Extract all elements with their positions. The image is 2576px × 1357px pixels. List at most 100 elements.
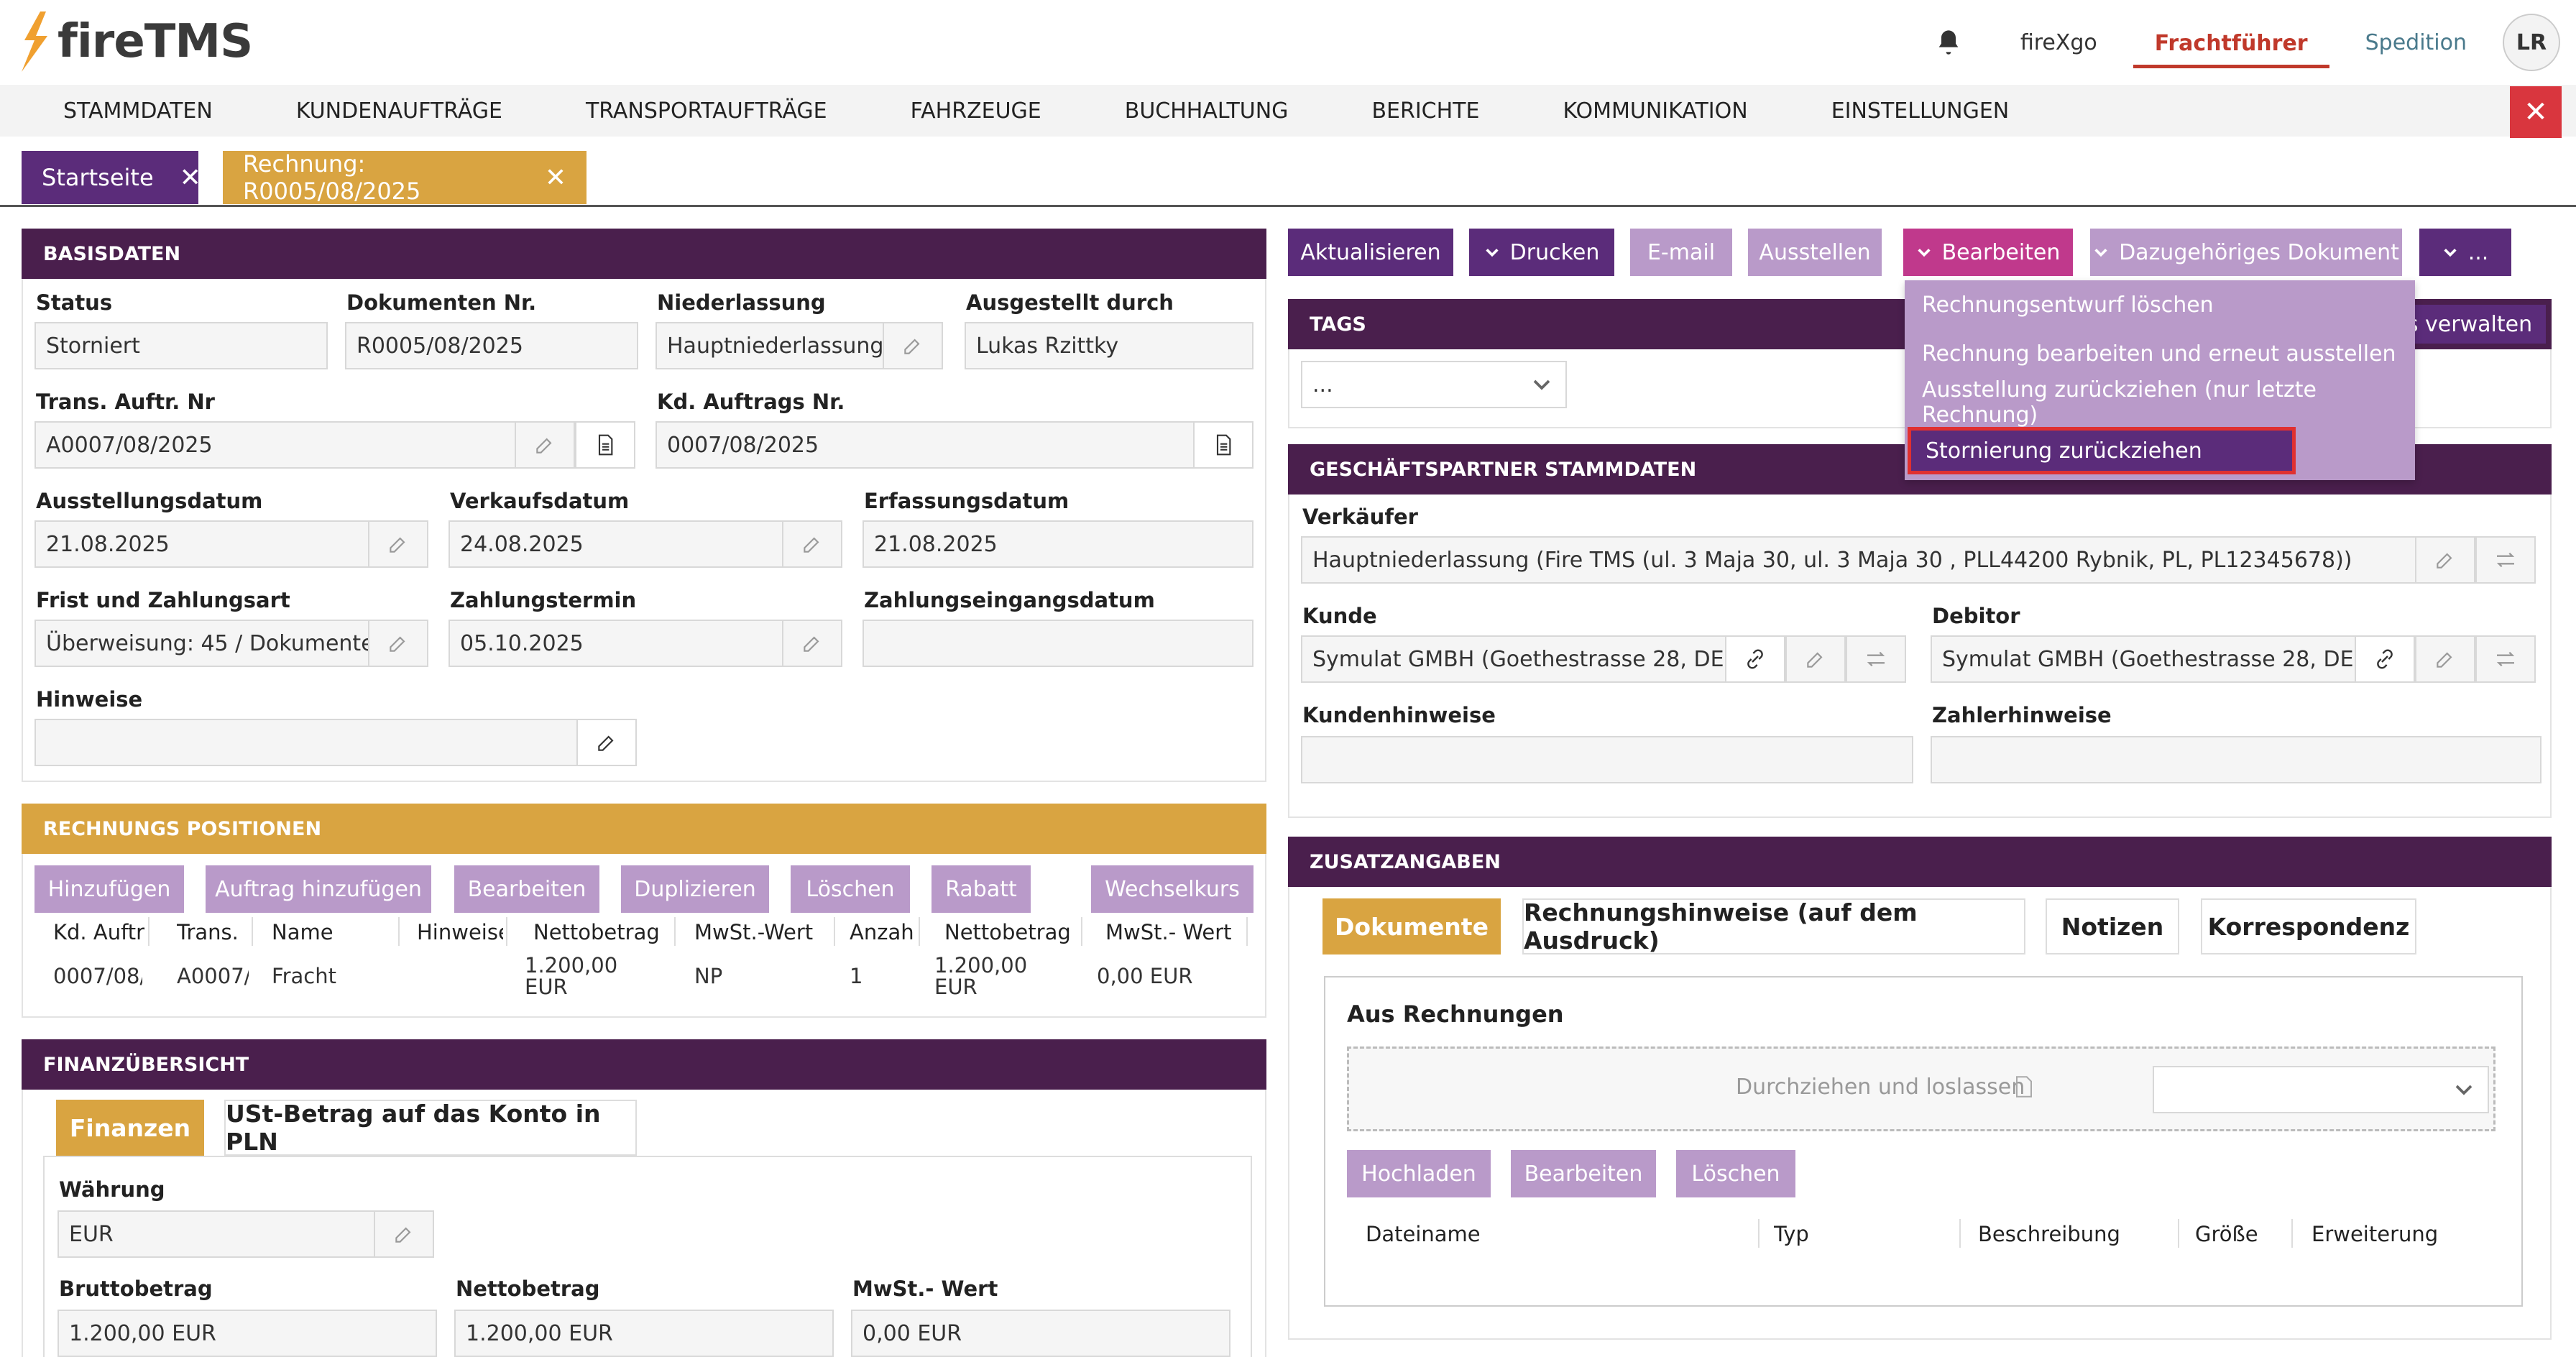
col-mwst-wert-2[interactable]: MwSt.- Wert — [1105, 920, 1232, 944]
tab-korrespondenz[interactable]: Korrespondenz — [2201, 898, 2416, 954]
col-typ[interactable]: Typ — [1774, 1222, 1809, 1246]
nav-buchhaltung[interactable]: BUCHHALTUNG — [1124, 98, 1289, 124]
edit-icon[interactable] — [368, 620, 428, 667]
tab-rechnung[interactable]: Rechnung: R0005/08/2025 ✕ — [223, 150, 586, 205]
email-button[interactable]: E-mail — [1630, 229, 1732, 276]
nav-berichte[interactable]: BERICHTE — [1371, 98, 1480, 124]
delete-button[interactable]: Löschen — [791, 865, 910, 913]
hinweise-field[interactable] — [34, 719, 578, 766]
print-button[interactable]: Drucken — [1469, 229, 1614, 276]
nav-fahrzeuge[interactable]: FAHRZEUGE — [910, 98, 1041, 124]
avatar[interactable]: LR — [2503, 14, 2560, 71]
add-order-button[interactable]: Auftrag hinzufügen — [206, 865, 431, 913]
col-groesse[interactable]: Größe — [2195, 1222, 2258, 1246]
edit-icon[interactable] — [368, 520, 428, 568]
zahlerhinweise-field[interactable] — [1931, 736, 2542, 783]
tab-finanzen[interactable]: Finanzen — [56, 1100, 204, 1156]
verkaeufer-field[interactable]: Hauptniederlassung (Fire TMS (ul. 3 Maja… — [1301, 536, 2416, 584]
edit-icon[interactable] — [515, 421, 575, 469]
document-edit-button[interactable]: Bearbeiten — [1511, 1150, 1656, 1197]
swap-icon[interactable] — [2475, 635, 2536, 683]
nav-kundenauftraege[interactable]: KUNDENAUFTRÄGE — [295, 98, 502, 124]
nav-transportauftraege[interactable]: TRANSPORTAUFTRÄGE — [585, 98, 827, 124]
mwst-field[interactable]: 0,00 EUR — [851, 1310, 1230, 1357]
col-kd-auftrag[interactable]: Kd. Auftrag — [53, 920, 145, 944]
trans-field[interactable]: A0007/08/2025 — [34, 421, 516, 469]
kundenhinweise-field[interactable] — [1301, 736, 1913, 783]
tab-ust-betrag[interactable]: USt-Betrag auf das Konto in PLN — [224, 1100, 637, 1156]
edit-icon[interactable] — [782, 520, 842, 568]
document-icon[interactable] — [1193, 421, 1254, 469]
col-hinweise[interactable]: Hinweise — [417, 920, 503, 944]
edit-icon[interactable] — [1785, 635, 1846, 683]
ausgestellt-field[interactable]: Lukas Rzittky — [965, 322, 1254, 369]
swap-icon[interactable] — [2475, 536, 2536, 584]
col-beschreibung[interactable]: Beschreibung — [1978, 1222, 2120, 1246]
waehrung-field[interactable]: EUR — [58, 1210, 375, 1258]
menu-item-edit-reissue[interactable]: Rechnung bearbeiten und erneut ausstelle… — [1922, 341, 2396, 367]
document-type-select[interactable] — [2153, 1066, 2489, 1113]
edit-icon[interactable] — [576, 719, 637, 766]
logo[interactable]: fireTMS — [19, 12, 253, 72]
col-anzahl[interactable]: Anzahl — [850, 920, 916, 944]
bell-icon[interactable] — [1934, 28, 1963, 57]
col-name[interactable]: Name — [272, 920, 334, 944]
issue-button[interactable]: Ausstellen — [1748, 229, 1882, 276]
tab-dokumente[interactable]: Dokumente — [1322, 898, 1501, 954]
link-icon[interactable] — [2355, 635, 2415, 683]
tab-startseite[interactable]: Startseite ✕ — [22, 151, 201, 204]
close-icon[interactable]: ✕ — [2510, 86, 2562, 138]
niederlassung-field[interactable]: Hauptniederlassung — [656, 322, 884, 369]
menu-item-delete-draft[interactable]: Rechnungsentwurf löschen — [1922, 292, 2214, 318]
col-dateiname[interactable]: Dateiname — [1366, 1222, 1481, 1246]
edit-icon[interactable] — [2415, 536, 2475, 584]
erfassung-field[interactable]: 21.08.2025 — [862, 520, 1254, 568]
edit-icon[interactable] — [782, 620, 842, 667]
verkauf-field[interactable]: 24.08.2025 — [448, 520, 783, 568]
doknr-field[interactable]: R0005/08/2025 — [345, 322, 638, 369]
tab-notizen[interactable]: Notizen — [2046, 898, 2179, 954]
menu-item-withdraw-cancellation[interactable]: Stornierung zurückziehen — [1908, 427, 2296, 474]
upload-button[interactable]: Hochladen — [1347, 1150, 1491, 1197]
col-nettobetrag[interactable]: Nettobetrag — [533, 920, 660, 944]
swap-icon[interactable] — [1846, 635, 1906, 683]
edit-icon[interactable] — [2415, 635, 2475, 683]
netto-field[interactable]: 1.200,00 EUR — [454, 1310, 834, 1357]
close-icon[interactable]: ✕ — [179, 162, 201, 193]
edit-button[interactable]: Bearbeiten — [454, 865, 599, 913]
status-field[interactable]: Storniert — [34, 322, 328, 369]
nav-stammdaten[interactable]: STAMMDATEN — [63, 98, 213, 124]
brutto-field[interactable]: 1.200,00 EUR — [58, 1310, 437, 1357]
duplicate-button[interactable]: Duplizieren — [621, 865, 769, 913]
edit-icon[interactable] — [374, 1210, 434, 1258]
related-document-button[interactable]: Dazugehöriges Dokument — [2090, 229, 2402, 276]
tab-rechnungshinweise[interactable]: Rechnungshinweise (auf dem Ausdruck) — [1522, 898, 2025, 954]
close-icon[interactable]: ✕ — [544, 162, 566, 193]
eingang-field[interactable] — [862, 620, 1254, 667]
ausstellung-field[interactable]: 21.08.2025 — [34, 520, 369, 568]
more-button[interactable]: ... — [2419, 229, 2511, 276]
col-trans[interactable]: Trans. — [177, 920, 239, 944]
top-link-spedition[interactable]: Spedition — [2365, 29, 2467, 55]
tags-manage-button[interactable]: s verwalten — [2393, 305, 2546, 344]
nav-kommunikation[interactable]: KOMMUNIKATION — [1563, 98, 1748, 124]
refresh-button[interactable]: Aktualisieren — [1288, 229, 1453, 276]
nav-einstellungen[interactable]: EINSTELLUNGEN — [1831, 98, 2010, 124]
discount-button[interactable]: Rabatt — [932, 865, 1031, 913]
top-link-frachtfuehrer[interactable]: Frachtführer — [2133, 17, 2329, 68]
kunde-field[interactable]: Symulat GMBH (Goethestrasse 28, DE34 — [1301, 635, 1726, 683]
col-mwst-wert[interactable]: MwSt.-Wert — [694, 920, 814, 944]
tags-select[interactable]: ... — [1301, 361, 1567, 408]
edit-icon[interactable] — [883, 322, 943, 369]
document-icon[interactable] — [575, 421, 635, 469]
document-delete-button[interactable]: Löschen — [1676, 1150, 1795, 1197]
zahlungstermin-field[interactable]: 05.10.2025 — [448, 620, 783, 667]
top-link-firexgo[interactable]: fireXgo — [2020, 29, 2097, 55]
link-icon[interactable] — [1725, 635, 1785, 683]
menu-item-withdraw-issue[interactable]: Ausstellung zurückziehen (nur letzte Rec… — [1922, 377, 2317, 428]
debitor-field[interactable]: Symulat GMBH (Goethestrasse 28, DE34 — [1931, 635, 2356, 683]
edit-dropdown-button[interactable]: Bearbeiten — [1903, 229, 2073, 276]
add-button[interactable]: Hinzufügen — [34, 865, 184, 913]
frist-field[interactable]: Überweisung: 45 / Dokumenten — [34, 620, 369, 667]
col-nettobetrag-2[interactable]: Nettobetrag — [944, 920, 1071, 944]
